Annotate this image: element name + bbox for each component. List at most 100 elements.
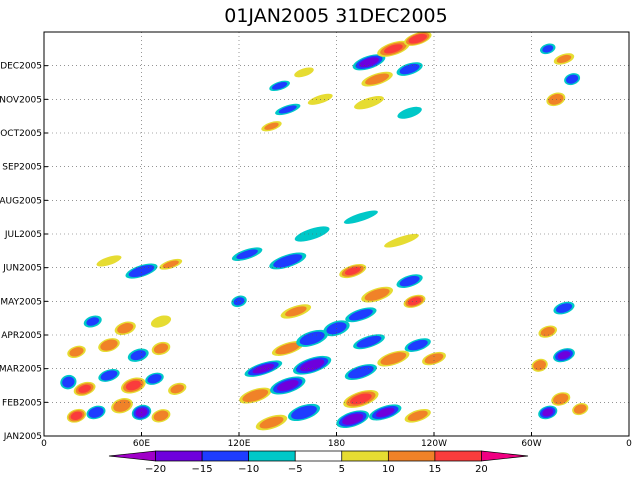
anomaly-feature bbox=[280, 304, 312, 319]
colorbar-segment bbox=[434, 450, 482, 462]
anomaly-feature bbox=[369, 404, 402, 421]
x-tick-label: 180 bbox=[328, 439, 345, 449]
anomaly-feature bbox=[150, 315, 172, 328]
colorbar-label: −20 bbox=[145, 464, 166, 475]
anomaly-feature bbox=[343, 210, 378, 224]
colorbar-label: −5 bbox=[288, 464, 303, 475]
contour-band bbox=[364, 288, 390, 301]
contour-band bbox=[380, 352, 407, 365]
contour-band bbox=[343, 210, 378, 224]
anomaly-feature bbox=[270, 376, 306, 395]
anomaly-feature bbox=[553, 53, 575, 65]
colorbar-label: 5 bbox=[339, 464, 345, 475]
x-tick-label: 60W bbox=[521, 439, 541, 449]
contour-band bbox=[542, 45, 554, 53]
contour-band bbox=[548, 93, 564, 105]
y-tick-label: AUG2005 bbox=[0, 196, 42, 206]
contour-band bbox=[553, 393, 569, 405]
x-axis-ticks: 0 60E 120E 180 120W 60W 0 bbox=[41, 432, 632, 449]
anomaly-feature bbox=[572, 403, 589, 416]
anomaly-feature bbox=[244, 360, 283, 377]
contour-band bbox=[128, 264, 155, 278]
contour-band bbox=[96, 255, 122, 267]
contour-band bbox=[365, 73, 390, 85]
anomaly-feature bbox=[60, 374, 77, 390]
anomaly-feature bbox=[114, 321, 136, 336]
contour-band bbox=[153, 343, 169, 354]
contour-band bbox=[359, 57, 379, 68]
contour-band bbox=[113, 399, 131, 412]
anomaly-feature bbox=[403, 32, 432, 46]
contour-band bbox=[408, 33, 427, 44]
anomaly-feature bbox=[125, 263, 158, 279]
y-tick-label: MAY2005 bbox=[0, 297, 42, 307]
colorbar-label: 10 bbox=[382, 464, 395, 475]
anomaly-feature bbox=[294, 67, 314, 78]
contour-band bbox=[407, 297, 422, 306]
anomaly-feature bbox=[397, 106, 422, 119]
anomaly-feature bbox=[361, 286, 394, 303]
contour-band bbox=[348, 365, 374, 379]
anomaly-feature bbox=[377, 40, 410, 57]
x-tick-label: 0 bbox=[626, 439, 632, 449]
contour-band bbox=[299, 331, 325, 346]
contour-band bbox=[375, 407, 395, 418]
contour-band bbox=[100, 339, 118, 351]
contour-band bbox=[147, 374, 162, 384]
contour-band bbox=[397, 106, 422, 119]
anomaly-feature bbox=[564, 73, 581, 86]
contour-band bbox=[86, 317, 100, 326]
contour-band bbox=[384, 44, 403, 54]
anomaly-feature bbox=[269, 252, 307, 270]
contour-band bbox=[264, 122, 279, 130]
x-tick-label: 0 bbox=[41, 439, 47, 449]
contour-band bbox=[259, 416, 284, 429]
colorbar-segment bbox=[155, 450, 203, 462]
contour-band bbox=[299, 359, 325, 372]
anomaly-feature bbox=[127, 348, 149, 362]
y-tick-label: OCT2005 bbox=[0, 129, 42, 139]
anomaly-feature bbox=[345, 307, 377, 323]
contour-band bbox=[242, 389, 269, 402]
anomaly-feature bbox=[553, 348, 575, 363]
anomaly-feature bbox=[344, 364, 377, 380]
colorbar-label: 15 bbox=[429, 464, 442, 475]
contour-band bbox=[407, 410, 428, 422]
anomaly-feature bbox=[261, 121, 282, 132]
contour-band bbox=[150, 315, 172, 328]
contour-band bbox=[271, 82, 288, 90]
y-tick-label: SEP2005 bbox=[2, 163, 42, 173]
contour-band bbox=[130, 350, 146, 361]
anomaly-feature bbox=[422, 351, 446, 366]
anomaly-feature bbox=[275, 103, 301, 116]
colorbar-segment bbox=[248, 450, 296, 462]
colorbar-label: −15 bbox=[192, 464, 213, 475]
colorbar-segment bbox=[387, 450, 436, 462]
contour-band bbox=[162, 260, 179, 269]
contour-band bbox=[117, 323, 134, 334]
contour-band bbox=[399, 275, 420, 287]
y-tick-label: JAN2005 bbox=[3, 432, 42, 442]
anomaly-feature bbox=[151, 341, 171, 356]
anomaly-feature bbox=[296, 329, 329, 347]
anomaly-feature bbox=[121, 377, 146, 394]
contour-band bbox=[88, 407, 104, 418]
anomaly-feature bbox=[255, 414, 288, 431]
contour-band bbox=[70, 411, 83, 421]
contour-band bbox=[424, 353, 444, 364]
colorbar: −20 −15 −10 −5 5 10 15 20 bbox=[108, 450, 529, 475]
anomaly-feature bbox=[377, 350, 410, 367]
contour-band bbox=[348, 309, 373, 321]
anomaly-feature bbox=[231, 247, 263, 262]
anomaly-feature bbox=[538, 405, 558, 420]
y-tick-label: JUN2005 bbox=[2, 264, 42, 274]
anomaly-feature bbox=[540, 43, 556, 55]
anomaly-feature bbox=[239, 387, 272, 404]
anomaly-feature bbox=[83, 315, 102, 328]
contour-band bbox=[556, 54, 572, 63]
chart-title: 01JAN2005 31DEC2005 bbox=[224, 5, 447, 27]
contour-band bbox=[344, 266, 361, 276]
y-tick-label: DEC2005 bbox=[0, 62, 42, 72]
